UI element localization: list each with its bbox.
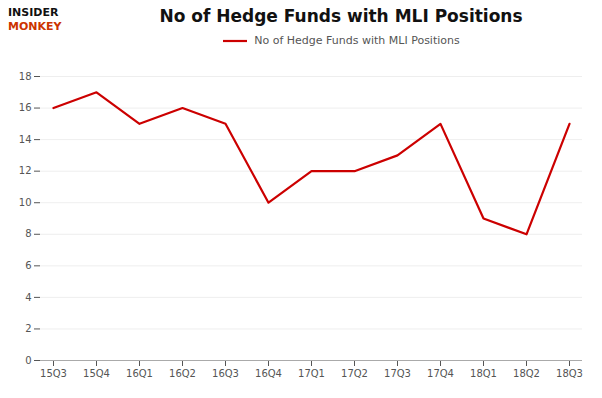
html-text:No of Hedge Funds with MLI Pos: No of Hedge Funds with MLI Positions	[254, 34, 460, 47]
svg-text:17Q1: 17Q1	[298, 368, 325, 379]
svg-text:4: 4	[25, 292, 31, 303]
svg-text:17Q2: 17Q2	[341, 368, 368, 379]
svg-text:8: 8	[25, 228, 31, 239]
svg-text:16Q1: 16Q1	[126, 368, 153, 379]
svg-text:16: 16	[19, 102, 32, 113]
svg-text:6: 6	[25, 260, 31, 271]
svg-text:10: 10	[19, 197, 32, 208]
svg-text:18Q3: 18Q3	[556, 368, 583, 379]
svg-text:15Q4: 15Q4	[83, 368, 110, 379]
svg-text:18: 18	[19, 71, 32, 82]
html-text:MONKEY: MONKEY	[8, 20, 62, 33]
svg-text:16Q3: 16Q3	[212, 368, 239, 379]
svg-text:16Q4: 16Q4	[255, 368, 282, 379]
html-text:INSIDER: INSIDER	[8, 6, 59, 19]
svg-text:17Q4: 17Q4	[427, 368, 454, 379]
svg-text:17Q3: 17Q3	[384, 368, 411, 379]
svg-text:18Q1: 18Q1	[470, 368, 497, 379]
svg-text:16Q2: 16Q2	[169, 368, 196, 379]
svg-text:12: 12	[19, 165, 32, 176]
html-text:No of Hedge Funds with MLI Pos: No of Hedge Funds with MLI Positions	[159, 6, 523, 26]
svg-text:2: 2	[25, 323, 31, 334]
svg-text:18Q2: 18Q2	[513, 368, 540, 379]
svg-text:0: 0	[25, 355, 31, 366]
svg-text:15Q3: 15Q3	[40, 368, 67, 379]
svg-text:14: 14	[19, 134, 32, 145]
